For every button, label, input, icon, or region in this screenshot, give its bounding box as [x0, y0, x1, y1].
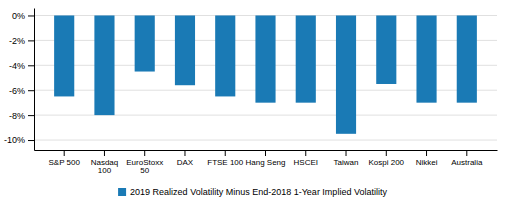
bar	[336, 15, 356, 133]
legend-item: 2019 Realized Volatility Minus End-2018 …	[118, 187, 387, 197]
bar	[255, 15, 275, 102]
tick-label: -2%	[9, 36, 25, 46]
tick: DAX	[177, 150, 194, 167]
tick-mark	[64, 150, 65, 156]
tick-mark	[386, 150, 387, 156]
tick-label: -8%	[9, 111, 25, 121]
axis-line	[34, 9, 35, 151]
tick-label: Hang Seng	[245, 158, 285, 167]
tick-label-line: HSCEI	[294, 158, 318, 167]
tick-mark	[305, 150, 306, 156]
tick: HSCEI	[294, 150, 318, 167]
grid	[34, 15, 497, 140]
tick-label-line: EuroStoxx	[126, 158, 163, 167]
tick: -2%	[9, 36, 34, 46]
tick-label-line: 50	[140, 166, 149, 175]
bar	[54, 15, 74, 96]
tick-mark	[466, 150, 467, 156]
grid-line	[34, 140, 497, 141]
tick-mark	[346, 150, 347, 156]
tick-mark	[28, 90, 34, 91]
tick-label: -10%	[4, 135, 25, 145]
tick-label-line: 100	[98, 166, 112, 175]
bar	[296, 15, 316, 102]
tick-mark	[265, 150, 266, 156]
tick: Nasdaq100	[91, 150, 119, 175]
tick-label-line: DAX	[177, 158, 194, 167]
legend-label: 2019 Realized Volatility Minus End-2018 …	[130, 187, 387, 197]
tick-label-line: Hang Seng	[245, 158, 285, 167]
tick-mark	[28, 65, 34, 66]
tick-mark	[28, 115, 34, 116]
tick-label: Australia	[451, 158, 483, 167]
tick: -4%	[9, 61, 34, 71]
tick-mark	[28, 15, 34, 16]
tick-label: -4%	[9, 61, 25, 71]
tick-label-line: Nasdaq	[91, 158, 119, 167]
tick: Kospi 200	[368, 150, 404, 167]
legend: 2019 Realized Volatility Minus End-2018 …	[118, 187, 387, 197]
tick: Nikkei	[416, 150, 438, 167]
tick-label: Nasdaq100	[91, 158, 119, 176]
y-axis: 0% -2% -4% -6% -8% -10%	[4, 9, 35, 151]
tick-mark	[28, 140, 34, 141]
tick: Australia	[451, 150, 483, 167]
tick-label-line: Taiwan	[334, 158, 359, 167]
tick-mark	[225, 150, 226, 156]
tick: -8%	[9, 111, 34, 121]
tick-mark	[184, 150, 185, 156]
tick: EuroStoxx50	[126, 150, 163, 175]
tick-label: -6%	[9, 86, 25, 96]
tick: 0%	[12, 11, 34, 21]
tick-mark	[104, 150, 105, 156]
tick-label-line: Kospi 200	[368, 158, 404, 167]
tick-label-line: Australia	[451, 158, 483, 167]
bar	[215, 15, 235, 96]
tick-mark	[426, 150, 427, 156]
tick-label: HSCEI	[294, 158, 318, 167]
tick-label-line: S&P 500	[48, 158, 80, 167]
tick: Taiwan	[334, 150, 359, 167]
tick-label: S&P 500	[48, 158, 80, 167]
tick-label: Nikkei	[416, 158, 438, 167]
tick: -6%	[9, 86, 34, 96]
legend-swatch	[118, 188, 126, 196]
bar	[376, 15, 396, 84]
chart: 0% -2% -4% -6% -8% -10% S&P 500 Nasdaq100 EuroSt…	[0, 0, 505, 202]
tick-label-line: FTSE 100	[207, 158, 244, 167]
bars	[54, 15, 477, 133]
x-axis: S&P 500 Nasdaq100 EuroStoxx50 DAX FTSE 100Ha…	[35, 150, 498, 175]
tick: S&P 500	[48, 150, 80, 167]
tick-label: DAX	[177, 158, 194, 167]
tick-label: EuroStoxx50	[126, 158, 163, 176]
tick-mark	[144, 150, 145, 156]
tick-label: 0%	[12, 11, 25, 21]
tick: Hang Seng	[245, 150, 285, 167]
tick-label: FTSE 100	[207, 158, 244, 167]
bar	[457, 15, 477, 102]
bar	[94, 15, 114, 115]
bar	[135, 15, 155, 71]
tick-label: Taiwan	[334, 158, 359, 167]
bar	[416, 15, 436, 102]
tick: -10%	[4, 135, 34, 145]
tick-label-line: Nikkei	[416, 158, 438, 167]
bar	[175, 15, 195, 85]
tick-mark	[28, 40, 34, 41]
tick-label: Kospi 200	[368, 158, 404, 167]
tick: FTSE 100	[207, 150, 244, 167]
